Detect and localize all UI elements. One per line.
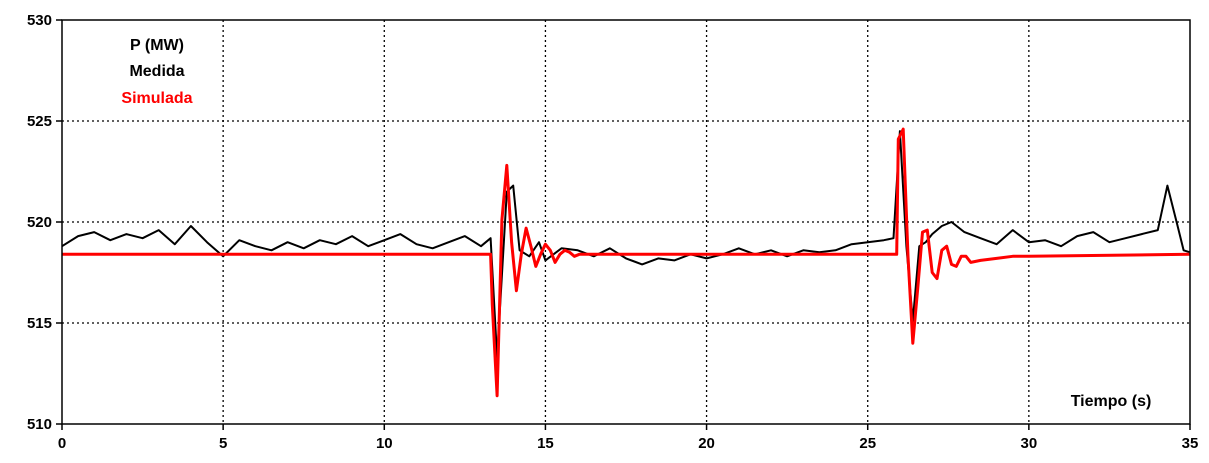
x-tick-label: 25 (859, 435, 876, 452)
gridlines (62, 20, 1190, 424)
series-line-simulada (62, 127, 1191, 398)
x-tick-label: 20 (698, 435, 715, 452)
y-tick-label: 515 (27, 315, 52, 332)
y-tick-label: 530 (27, 12, 52, 29)
series-lines (61, 127, 1191, 398)
x-tick-label: 10 (376, 435, 393, 452)
legend: P (MW) Medida Simulada (121, 37, 192, 107)
legend-entry-medida: Medida (129, 63, 184, 80)
legend-title: P (MW) (130, 37, 184, 54)
y-tick-label: 520 (27, 214, 52, 231)
y-tick-label: 525 (27, 113, 52, 130)
x-tick-label: 5 (219, 435, 227, 452)
legend-entry-simulada: Simulada (121, 90, 192, 107)
x-tick-label: 0 (58, 435, 66, 452)
plot-frame (61, 19, 1191, 425)
x-tick-label: 15 (537, 435, 554, 452)
x-tick-label: 30 (1021, 435, 1038, 452)
y-tick-label: 510 (27, 416, 52, 433)
x-tick-label: 35 (1182, 435, 1199, 452)
x-axis-label: Tiempo (s) (1071, 393, 1152, 410)
series-line-medida (61, 130, 1191, 359)
